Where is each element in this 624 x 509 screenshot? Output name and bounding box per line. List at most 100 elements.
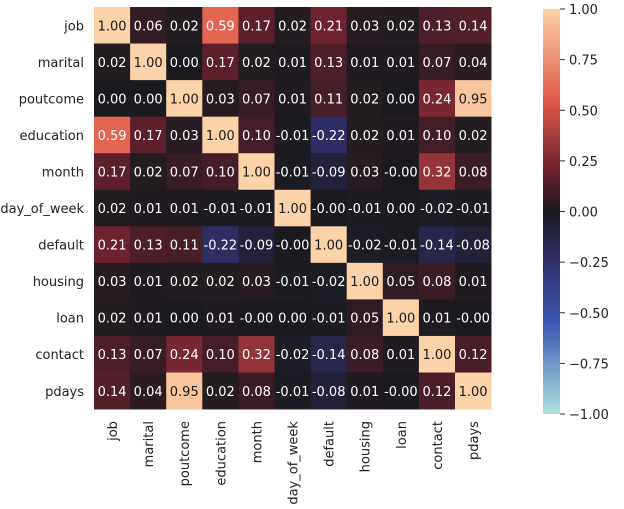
- cell-value-label: 0.01: [350, 56, 379, 71]
- y-tick-label: job: [63, 19, 84, 34]
- cell-value-label: 0.14: [459, 19, 488, 34]
- cell-value-label: 0.59: [206, 19, 235, 34]
- heatmap-cell: [346, 116, 384, 154]
- heatmap-cell: [166, 335, 203, 373]
- cell-value-label: 0.21: [98, 239, 127, 254]
- cell-value-label: 0.10: [206, 348, 235, 363]
- colorbar-tick-label: −0.25: [569, 256, 609, 271]
- heatmap-cell: [418, 189, 456, 227]
- cell-value-label: 0.13: [134, 239, 163, 254]
- x-tick-label: poutcome: [178, 421, 193, 486]
- heatmap-cell: [455, 43, 492, 81]
- heatmap-cell: [418, 262, 456, 300]
- cell-value-label: 1.00: [278, 202, 307, 217]
- heatmap-cell: [274, 262, 311, 300]
- cell-value-label: 0.01: [170, 202, 199, 217]
- cell-value-label: 0.02: [98, 312, 127, 327]
- cell-value-label: 0.14: [98, 385, 127, 400]
- cell-value-label: 0.02: [98, 202, 127, 217]
- heatmap-cell: [455, 372, 492, 410]
- cell-value-label: 0.02: [350, 92, 379, 107]
- heatmap-cell: [382, 262, 420, 300]
- heatmap-cell: [418, 116, 456, 154]
- y-tick-label: education: [19, 129, 84, 144]
- heatmap-cell: [130, 299, 167, 337]
- y-tick-labels: job marital poutcome education month day_of_w…: [0, 19, 84, 399]
- heatmap-cell: [382, 226, 420, 264]
- heatmap-cell: [346, 226, 384, 264]
- x-tick-label: job: [106, 421, 121, 442]
- colorbar-tick-label: −1.00: [569, 408, 609, 423]
- cell-value-label: -0.02: [348, 239, 382, 254]
- heatmap-cell: [238, 80, 275, 118]
- cell-value-label: 1.00: [459, 385, 488, 400]
- heatmap-cell: [94, 299, 131, 337]
- cell-value-label: 0.13: [422, 19, 451, 34]
- x-tick-label: housing: [359, 421, 374, 472]
- heatmap-cells: 1.00 0.06 0.02 0.59 0.17 0.02 0.21 0.03 0.02 0.13…: [94, 7, 492, 410]
- cell-value-label: 0.00: [170, 312, 199, 327]
- heatmap-cell: [346, 372, 384, 410]
- heatmap-cell: [455, 335, 492, 373]
- cell-value-label: -0.01: [456, 202, 490, 217]
- heatmap-cell: [130, 7, 167, 44]
- heatmap-cell: [346, 262, 384, 300]
- heatmap-cell: [166, 7, 203, 44]
- cell-value-label: -0.02: [276, 348, 310, 363]
- cell-value-label: 0.11: [314, 92, 343, 107]
- heatmap-cell: [346, 80, 384, 118]
- cell-value-label: 0.07: [134, 348, 163, 363]
- heatmap-cell: [166, 299, 203, 337]
- heatmap-cell: [455, 116, 492, 154]
- x-tick-label: contact: [431, 421, 446, 470]
- cell-value-label: 0.00: [170, 56, 199, 71]
- cell-value-label: -0.08: [312, 385, 346, 400]
- heatmap-cell: [310, 153, 348, 191]
- cell-value-label: 0.12: [422, 385, 451, 400]
- heatmap-cell: [166, 153, 203, 191]
- heatmap-cell: [310, 372, 348, 410]
- cell-value-label: 0.03: [170, 129, 199, 144]
- cell-value-label: -0.01: [204, 202, 238, 217]
- cell-value-label: 0.00: [134, 92, 163, 107]
- x-tick-labels: job marital poutcome education month day_of_w…: [106, 421, 482, 505]
- cell-value-label: 0.02: [278, 19, 307, 34]
- heatmap-cell: [238, 226, 275, 264]
- cell-value-label: 0.06: [134, 19, 163, 34]
- heatmap-cell: [382, 299, 420, 337]
- cell-value-label: -0.01: [348, 202, 382, 217]
- cell-value-label: 1.00: [314, 239, 343, 254]
- heatmap-cell: [455, 189, 492, 227]
- heatmap-cell: [274, 153, 311, 191]
- x-tick-label: pdays: [467, 421, 482, 460]
- heatmap-cell: [346, 153, 384, 191]
- heatmap-cell: [202, 116, 239, 154]
- cell-value-label: 0.59: [98, 129, 127, 144]
- heatmap-cell: [310, 7, 348, 44]
- heatmap-cell: [238, 189, 275, 227]
- cell-value-label: 1.00: [242, 165, 271, 180]
- cell-value-label: 0.02: [242, 56, 271, 71]
- cell-value-label: 0.17: [134, 129, 163, 144]
- cell-value-label: 0.01: [134, 202, 163, 217]
- cell-value-label: 0.10: [242, 129, 271, 144]
- heatmap-cell: [130, 80, 167, 118]
- cell-value-label: -0.00: [312, 202, 346, 217]
- heatmap-cell: [455, 153, 492, 191]
- cell-value-label: 1.00: [98, 19, 127, 34]
- cell-value-label: 0.17: [242, 19, 271, 34]
- colorbar-tick-label: 1.00: [569, 3, 598, 18]
- heatmap-cell: [202, 189, 239, 227]
- cell-value-label: 0.05: [386, 275, 415, 290]
- cell-value-label: 0.24: [170, 348, 199, 363]
- cell-value-label: 0.02: [350, 129, 379, 144]
- heatmap-cell: [202, 226, 239, 264]
- heatmap-cell: [274, 189, 311, 227]
- y-tick-label: day_of_week: [0, 202, 84, 217]
- heatmap-cell: [382, 153, 420, 191]
- cell-value-label: 0.95: [459, 92, 488, 107]
- cell-value-label: -0.01: [240, 202, 274, 217]
- heatmap-cell: [455, 299, 492, 337]
- cell-value-label: 0.02: [206, 275, 235, 290]
- heatmap-cell: [418, 7, 456, 44]
